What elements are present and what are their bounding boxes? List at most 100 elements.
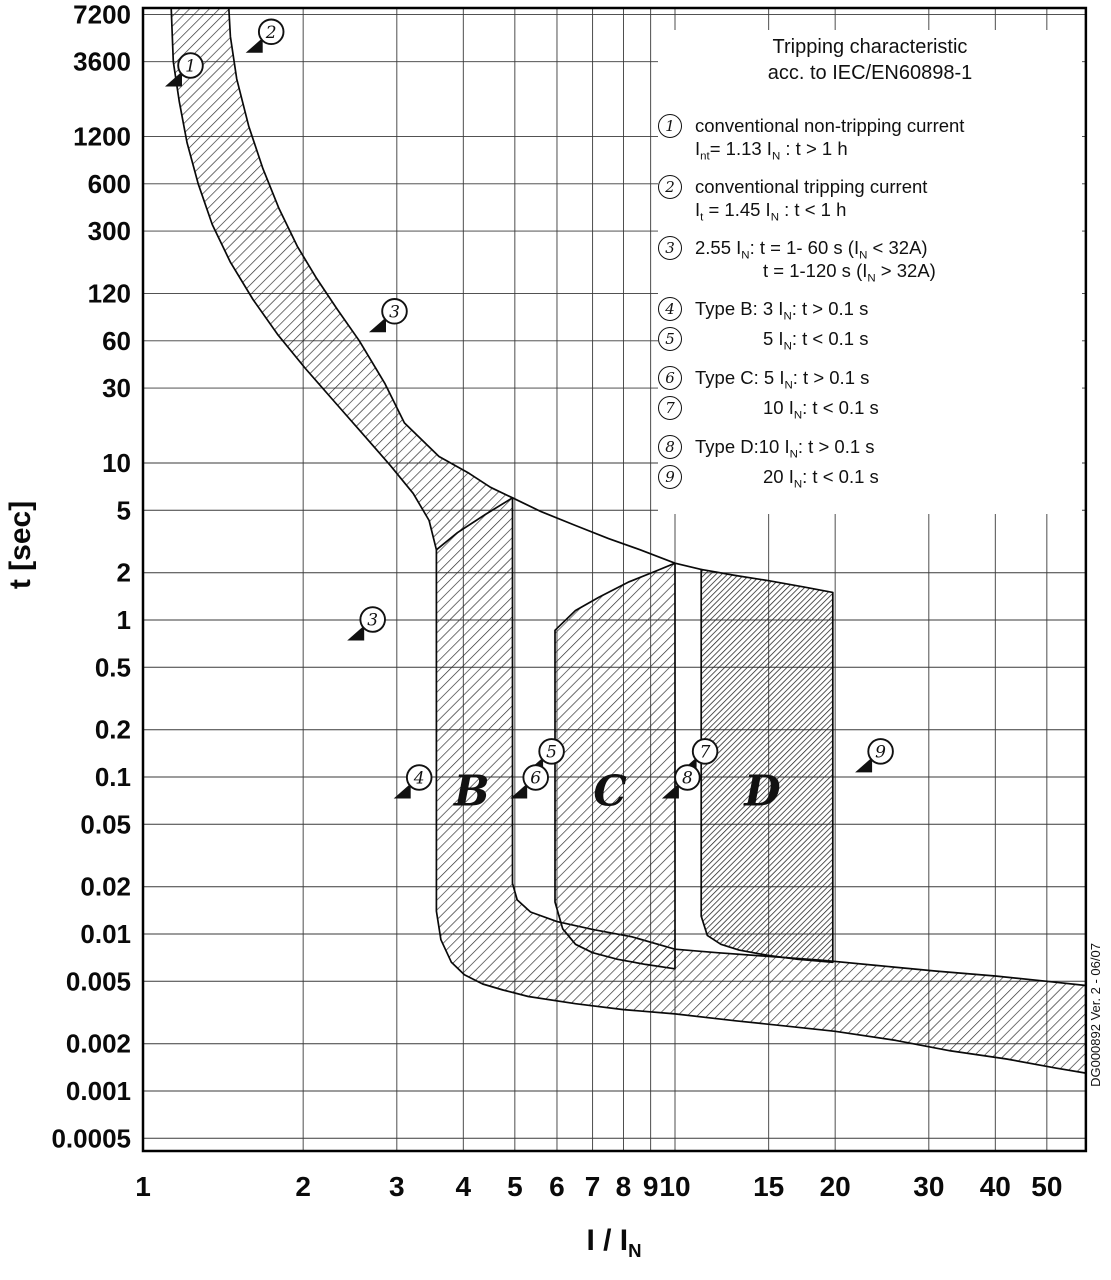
- band-thermal-and-type-b: [170, 7, 1087, 1074]
- y-tick-label: 0.001: [66, 1076, 131, 1106]
- marker-circle: [691, 738, 719, 765]
- legend-title-line2: acc. to IEC/EN60898-1: [767, 62, 973, 84]
- plot-frame: [141, 6, 1088, 1153]
- y-tick-label: 300: [88, 216, 131, 246]
- y-tick-label: 0.5: [95, 652, 131, 682]
- x-tick-label: 9: [643, 1171, 659, 1202]
- legend-entry-6: 6 Type C: 5 IN: t > 0.1 s: [658, 366, 1082, 392]
- marker-circle: [381, 298, 408, 325]
- legend-text: conventional tripping current: [695, 176, 928, 197]
- legend-entry-2: 2 conventional tripping current It = 1.45 …: [658, 175, 1082, 224]
- y-tick-label: 30: [102, 373, 131, 403]
- marker-8: 8: [661, 764, 701, 799]
- marker-flag-icon: [661, 783, 679, 799]
- marker-number: 9: [875, 743, 886, 763]
- x-tick-label: 50: [1031, 1171, 1062, 1202]
- marker-number: 2: [265, 23, 277, 43]
- marker-number: 3: [367, 611, 378, 631]
- legend-text: Type C: 5 IN: t > 0.1 s: [695, 367, 870, 392]
- region-label-c: C: [593, 766, 627, 815]
- legend-entry-1: 1 conventional non-tripping current Int= 1…: [658, 114, 1082, 163]
- marker-3: 3: [347, 606, 386, 641]
- legend-entry-5: 5 5 IN: t < 0.1 s: [658, 327, 1082, 353]
- legend-title-line1: Tripping characteristic: [772, 36, 968, 58]
- region-label-d: D: [743, 766, 781, 815]
- legend-text: Type B: 3 IN: t > 0.1 s: [695, 298, 869, 323]
- marker-flag-icon: [393, 783, 411, 799]
- legend-entries: 1 conventional non-tripping current Int= 1…: [658, 114, 1082, 490]
- legend-number-8: 8: [658, 435, 682, 459]
- x-tick-label: 8: [616, 1171, 632, 1202]
- legend-entry-9: 9 20 IN: t < 0.1 s: [658, 465, 1082, 490]
- band-type-c: [554, 562, 676, 970]
- legend-number-7: 7: [658, 396, 682, 420]
- legend-text: conventional non-tripping current: [695, 115, 965, 136]
- marker-circle: [405, 764, 433, 791]
- marker-flag-icon: [510, 783, 528, 799]
- marker-flag-icon: [165, 71, 182, 87]
- y-tick-label: 0.005: [66, 966, 131, 996]
- x-tick-label: 2: [295, 1171, 311, 1202]
- marker-number: 7: [700, 743, 711, 763]
- legend-number-1: 1: [658, 114, 682, 138]
- y-tick-label: 0.2: [95, 715, 131, 745]
- y-tick-label: 60: [102, 326, 131, 356]
- x-tick-labels: 1 2 3 4 5 6 7 8 9 10 15 20 30 40 50: [135, 1171, 1062, 1202]
- marker-3: 3: [369, 298, 408, 333]
- y-tick-label: 3600: [73, 47, 131, 77]
- x-tick-label: 7: [585, 1171, 601, 1202]
- edge-line-upper-continuation: [512, 497, 702, 571]
- legend-title: Tripping characteristic acc. to IEC/EN60…: [658, 34, 1082, 86]
- y-tick-label: 10: [102, 448, 131, 478]
- band-type-d: [700, 568, 834, 964]
- x-tick-label: 1: [135, 1171, 151, 1202]
- legend-text: Int= 1.13 IN : t > 1 h: [695, 138, 848, 163]
- legend-box: Tripping characteristic acc. to IEC/EN60…: [658, 30, 1082, 514]
- legend-number-5: 5: [658, 327, 682, 351]
- y-axis-label: t [sec]: [4, 501, 37, 589]
- marker-flag-icon: [245, 37, 263, 53]
- marker-circle: [359, 606, 386, 633]
- marker-circle: [257, 18, 285, 46]
- legend-number-4: 4: [658, 297, 682, 321]
- legend-text: It = 1.45 IN : t < 1 h: [695, 199, 847, 224]
- y-tick-label: 0.002: [66, 1029, 131, 1059]
- x-axis-label: I / IN: [586, 1224, 642, 1261]
- x-tick-label: 40: [980, 1171, 1011, 1202]
- legend-entry-3: 3 2.55 IN: t = 1- 60 s (IN < 32A) t = 1-12…: [658, 236, 1082, 284]
- marker-4: 4: [393, 764, 433, 799]
- legend-number-2: 2: [658, 175, 682, 199]
- y-tick-label: 1200: [73, 122, 131, 152]
- marker-flag-icon: [369, 317, 386, 333]
- legend-text: 5 IN: t < 0.1 s: [763, 328, 869, 353]
- legend-text: 10 IN: t < 0.1 s: [763, 397, 879, 422]
- marker-number: 4: [413, 769, 425, 789]
- marker-circle: [674, 764, 701, 791]
- x-tick-label: 30: [913, 1171, 944, 1202]
- edge-line-b-top: [435, 497, 513, 551]
- marker-number: 1: [185, 57, 196, 77]
- x-tick-label: 5: [507, 1171, 523, 1202]
- legend-number-3: 3: [658, 236, 682, 260]
- marker-2: 2: [245, 18, 285, 53]
- x-tick-label: 20: [820, 1171, 851, 1202]
- y-tick-label: 5: [117, 495, 131, 525]
- marker-number: 5: [546, 743, 557, 763]
- x-tick-label: 10: [659, 1171, 690, 1202]
- marker-circle: [538, 738, 565, 765]
- x-tick-label: 6: [549, 1171, 565, 1202]
- y-tick-label: 0.05: [80, 809, 131, 839]
- y-tick-label: 0.02: [80, 872, 131, 902]
- marker-number: 6: [530, 769, 541, 789]
- legend-entry-7: 7 10 IN: t < 0.1 s: [658, 396, 1082, 422]
- marker-6: 6: [510, 764, 549, 799]
- legend-entry-4: 4 Type B: 3 IN: t > 0.1 s: [658, 297, 1082, 323]
- legend-text: Type D:10 IN: t > 0.1 s: [695, 436, 875, 461]
- y-tick-label: 0.1: [95, 762, 131, 792]
- y-tick-label: 120: [88, 279, 131, 309]
- legend-text: 2.55 IN: t = 1- 60 s (IN < 32A): [695, 237, 928, 262]
- marker-number: 8: [682, 769, 693, 789]
- y-tick-label: 1: [117, 605, 131, 635]
- marker-number: 3: [389, 303, 400, 323]
- y-tick-label: 2: [117, 558, 131, 588]
